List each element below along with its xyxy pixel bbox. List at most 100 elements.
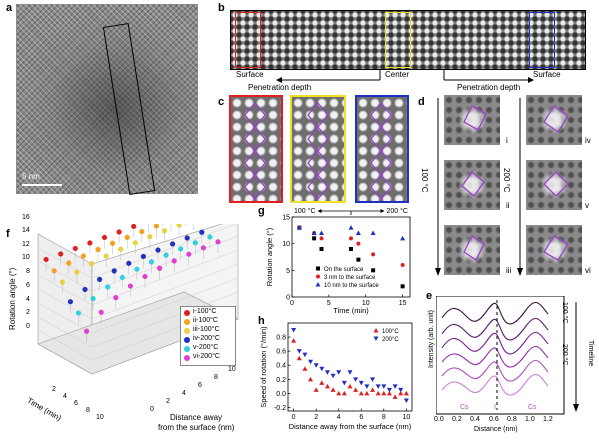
legend-marker	[184, 310, 190, 316]
tile-v-label: v	[585, 201, 589, 210]
data-point	[386, 387, 392, 393]
panel-g-letter: g	[258, 205, 265, 217]
e-xtick-4: 0.8	[507, 416, 517, 423]
x-tick-label: 4	[337, 414, 341, 421]
legend-marker	[373, 328, 379, 333]
data-point	[370, 230, 376, 235]
data-point	[358, 390, 364, 396]
tile-ii-label: ii	[506, 201, 510, 210]
data-point	[319, 380, 325, 385]
data-point	[319, 247, 324, 251]
f-ztick-4: 8	[26, 268, 30, 275]
plot-frame	[287, 322, 413, 412]
data-point	[386, 390, 392, 396]
e-xtick-1: 0.2	[452, 416, 462, 423]
data-point	[155, 247, 161, 253]
data-point	[311, 230, 317, 235]
data-point	[67, 299, 73, 305]
panel-b-letter: b	[218, 2, 225, 14]
data-point	[207, 234, 213, 240]
data-point	[75, 310, 82, 316]
data-point	[59, 279, 65, 285]
f-dist-tick-2: 4	[182, 390, 186, 397]
data-point	[215, 239, 221, 245]
data-point	[126, 260, 132, 266]
f-ztick-6: 12	[22, 241, 30, 248]
g-arrow-200-label: 200 °C	[387, 207, 408, 215]
data-point	[176, 224, 182, 228]
data-point	[358, 380, 364, 386]
data-point	[381, 390, 387, 396]
tile-iv-label: iv	[585, 136, 591, 145]
data-point	[140, 253, 146, 260]
x-tick-label: 0	[292, 414, 296, 421]
data-point	[178, 246, 184, 252]
data-point	[142, 273, 148, 280]
plot-frame	[291, 216, 411, 298]
e-xtick-0: 0.0	[434, 416, 444, 423]
data-point	[95, 246, 101, 253]
legend-marker	[184, 319, 190, 325]
data-point	[348, 225, 354, 230]
legend-label: iv-200°C	[193, 335, 220, 342]
tile-v-image	[526, 160, 582, 210]
data-point	[84, 328, 90, 334]
data-point	[200, 245, 206, 251]
f-time-tick-0: 2	[52, 386, 56, 393]
data-point	[110, 240, 116, 246]
panel-e-plot	[436, 296, 579, 415]
data-point	[148, 259, 155, 265]
e-xtick-3: 0.6	[489, 416, 499, 423]
data-point	[341, 390, 347, 396]
scale-bar-label: 5 nm	[22, 172, 40, 181]
e-xtick-2: 0.4	[470, 416, 480, 423]
surface-right-frame	[529, 12, 555, 68]
x-tick-label: 10	[402, 414, 410, 421]
panel-h-letter: h	[258, 315, 265, 327]
penetration-right-label: Penetration depth	[457, 83, 521, 92]
data-point	[72, 245, 78, 252]
data-point	[66, 260, 72, 266]
data-point	[353, 377, 359, 382]
f-dist-tick-0: 0	[150, 406, 154, 413]
data-point	[291, 328, 297, 333]
data-point	[319, 366, 325, 372]
y-axis-label: Speed of rotation (°/min)	[259, 326, 268, 408]
legend-marker	[184, 346, 190, 352]
data-point	[103, 253, 109, 259]
data-point	[330, 373, 336, 379]
legend-marker	[184, 355, 190, 361]
data-point	[186, 251, 192, 257]
y-tick-label: 5	[286, 268, 290, 275]
data-point	[356, 257, 361, 262]
e-xtick-5: 1.0	[525, 416, 535, 423]
tile-iv-image	[526, 95, 582, 145]
data-point	[291, 338, 297, 343]
data-point	[43, 256, 49, 263]
data-point	[171, 258, 177, 264]
data-point	[80, 253, 86, 259]
data-point	[302, 366, 308, 371]
y-tick-label: 0.2	[276, 377, 286, 384]
d-temp-100: 100 °C	[420, 168, 429, 193]
data-point	[308, 359, 314, 365]
data-point	[398, 390, 404, 396]
data-point	[111, 268, 117, 274]
data-point	[82, 286, 88, 293]
panel-b-strip	[230, 10, 586, 70]
f-time-tick-4: 10	[96, 414, 104, 421]
data-point	[392, 384, 398, 389]
e-label-200: 200 °C	[561, 344, 568, 366]
panel-f-letter: f	[6, 228, 10, 240]
data-point	[87, 240, 93, 246]
data-point	[336, 370, 342, 375]
data-point	[371, 252, 376, 257]
g-temperature-arrow	[317, 209, 385, 215]
data-point	[199, 229, 205, 235]
e-atom-cs-left: Cs	[460, 404, 469, 411]
data-point	[349, 236, 353, 241]
center-label: Center	[385, 70, 410, 79]
data-point	[192, 240, 198, 246]
legend-marker	[315, 282, 321, 287]
surface-left-frame	[235, 12, 261, 68]
